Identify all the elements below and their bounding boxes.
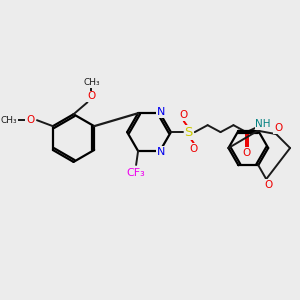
Text: O: O xyxy=(264,180,272,190)
Text: CH₃: CH₃ xyxy=(83,78,100,87)
Text: NH: NH xyxy=(256,119,271,129)
Text: O: O xyxy=(26,115,34,125)
Text: O: O xyxy=(180,110,188,120)
Text: CH₃: CH₃ xyxy=(1,116,17,125)
Text: O: O xyxy=(87,92,95,101)
Text: CF₃: CF₃ xyxy=(127,168,146,178)
Text: N: N xyxy=(157,147,165,157)
Text: O: O xyxy=(274,123,282,133)
Text: N: N xyxy=(157,107,165,117)
Text: S: S xyxy=(184,126,193,139)
Text: O: O xyxy=(190,144,198,154)
Text: O: O xyxy=(242,148,250,158)
